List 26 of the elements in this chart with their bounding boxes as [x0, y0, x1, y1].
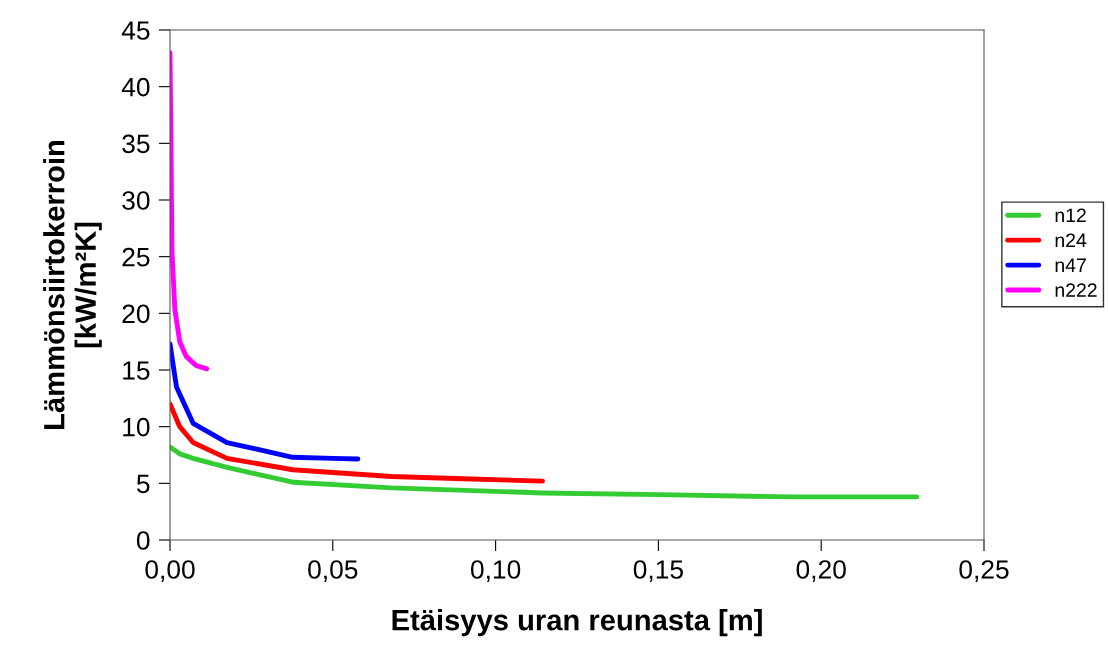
y-tick-label: 15 [123, 361, 150, 380]
x-tick-label: 0,20 [796, 560, 846, 582]
x-tick-label: 0,05 [308, 560, 358, 582]
x-tick-label: 0,00 [145, 560, 195, 582]
x-axis-title: Etäisyys uran reunasta [m] [392, 609, 762, 637]
x-tick-label: 0,10 [470, 560, 521, 582]
legend-label: n12 [1055, 208, 1086, 223]
y-tick-label: 45 [121, 21, 150, 40]
line-series [170, 341, 361, 462]
line-series [170, 50, 210, 372]
y-tick-label: 40 [121, 77, 150, 97]
y-tick-label: 0 [136, 531, 150, 550]
line-series [170, 444, 920, 500]
x-tick-label: 0,15 [633, 560, 683, 582]
y-axis-title: Lämmönsiirtokerroin [kW/m²K] [43, 140, 102, 429]
y-tick-label: 35 [122, 134, 150, 154]
y-tick-label: 25 [122, 247, 150, 267]
legend-label: n24 [1055, 233, 1087, 247]
y-tick-label: 30 [122, 191, 150, 210]
legend-label: n47 [1055, 258, 1086, 272]
legend-label: n222 [1055, 283, 1097, 297]
y-tick-label: 10 [123, 417, 150, 437]
x-tick-label: 0,25 [959, 560, 1009, 582]
y-tick-label: 5 [136, 474, 150, 494]
y-tick-label: 20 [122, 304, 150, 324]
line-series [170, 401, 545, 484]
